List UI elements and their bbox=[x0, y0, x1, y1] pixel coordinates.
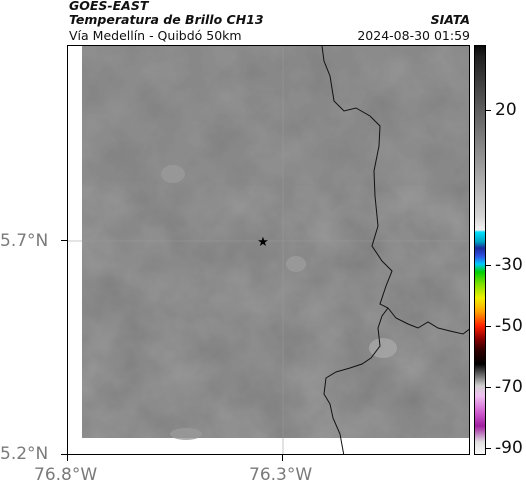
y-tick-mark bbox=[61, 454, 67, 455]
colorbar-tick bbox=[486, 448, 491, 449]
cloud-texture bbox=[82, 46, 469, 438]
colorbar-tick bbox=[486, 387, 491, 388]
colorbar-label: 20 bbox=[495, 100, 517, 120]
border-line-south bbox=[323, 307, 389, 454]
x-tick-mark bbox=[67, 455, 68, 461]
y-tick-label: 5.7°N bbox=[0, 231, 49, 251]
colorbar-label: -90 bbox=[495, 438, 523, 458]
title-line-1: GOES-EAST bbox=[69, 0, 149, 13]
star-icon: ★ bbox=[257, 235, 269, 250]
colorbar bbox=[474, 45, 486, 455]
title-line-2: Temperatura de Brillo CH13 bbox=[69, 12, 264, 27]
colorbar-tick bbox=[486, 265, 491, 266]
brightness-temperature-map: ★ bbox=[68, 46, 469, 454]
x-tick-mark bbox=[282, 455, 283, 461]
subtitle-location: Vía Medellín - Quibdó 50km bbox=[69, 28, 242, 43]
border-line-east bbox=[321, 46, 469, 335]
colorbar-label: -70 bbox=[495, 377, 523, 397]
x-tick-label: 76.3°W bbox=[249, 465, 313, 485]
colorbar-tick bbox=[486, 110, 491, 111]
source-label: SIATA bbox=[430, 12, 470, 27]
cloud-bright-patch bbox=[170, 428, 202, 440]
colorbar-tick bbox=[486, 326, 491, 327]
colorbar-label: -50 bbox=[495, 316, 523, 336]
cloud-upper-tone bbox=[82, 46, 469, 186]
map-frame: ★ bbox=[67, 45, 470, 455]
cloud-bright-patch bbox=[369, 338, 397, 358]
x-tick-label: 76.8°W bbox=[34, 465, 98, 485]
y-tick-label: 5.2°N bbox=[0, 444, 49, 464]
cloud-bright-patch bbox=[161, 165, 185, 183]
colorbar-label: -30 bbox=[495, 255, 523, 275]
datetime-label: 2024-08-30 01:59 bbox=[357, 28, 470, 43]
y-tick-mark bbox=[61, 240, 67, 241]
cloud-bright-patch bbox=[286, 256, 306, 272]
